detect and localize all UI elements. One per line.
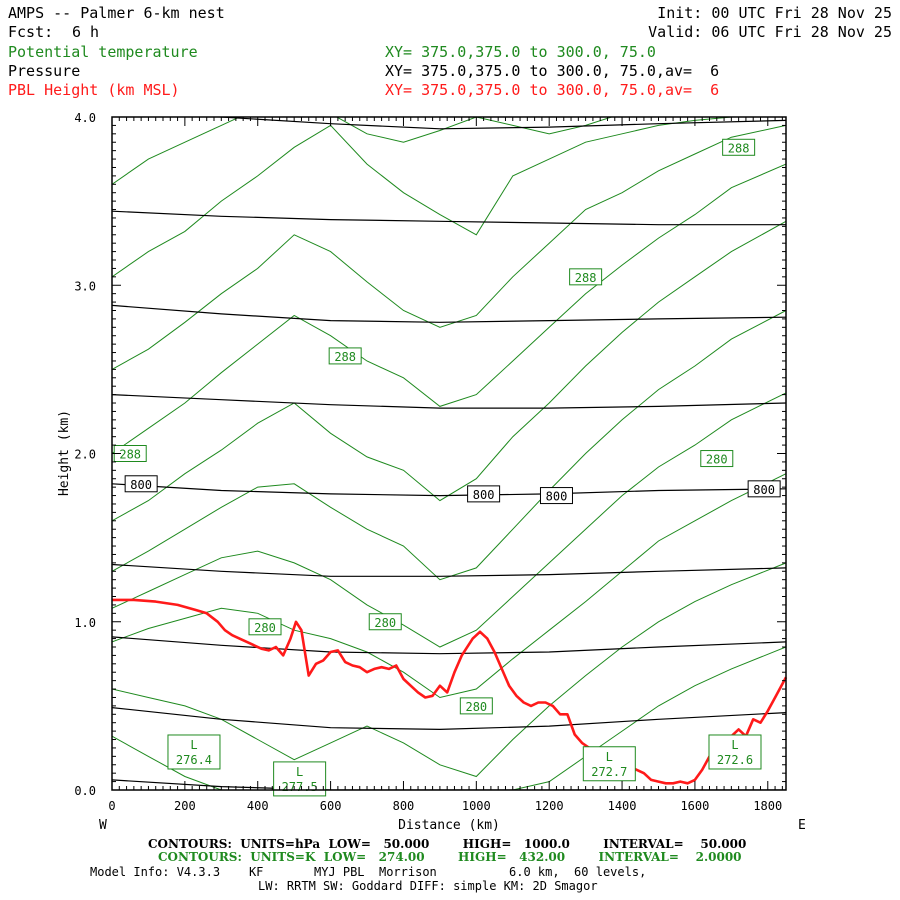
theta-contour-label-box [722,138,756,156]
theta-contour-label: 288 [575,271,597,285]
x-tick-label: 1000 [462,799,491,813]
x-tick-label: 400 [247,799,269,813]
footer-contours-pressure: CONTOURS: UNITS=hPa LOW= 50.000 HIGH= 10… [148,837,747,851]
east-label: E [798,818,806,833]
theta-contour-label: 280 [254,621,276,635]
pressure-contour-label-box [747,480,781,498]
forecast-value: 6 h [72,23,100,41]
y-tick-label: 4.0 [74,111,96,125]
theta-contour-line [112,646,786,790]
theta-contour-label: 280 [374,616,396,630]
low-marker-box [167,734,221,770]
low-marker-letter: L [190,738,197,752]
pressure-contour-line [112,636,786,655]
theta-contour-label: 288 [119,448,141,462]
y-axis-label: Height (km) [57,410,72,496]
x-tick-label: 800 [393,799,415,813]
x-tick-label: 1600 [680,799,709,813]
pressure-contour-label-box [467,485,501,503]
theta-contour-label: 288 [728,141,750,155]
theta-contour-line [112,67,786,109]
low-marker-value: 272.6 [717,753,753,767]
x-tick-label: 1200 [535,799,564,813]
low-marker-value: 276.4 [176,753,212,767]
low-marker-value: 272.7 [591,765,627,779]
theta-contour-label-box [700,450,734,468]
y-tick-label: 1.0 [74,616,96,630]
y-tick-label: 3.0 [74,279,96,293]
pressure-contour-label: 800 [473,488,495,502]
field-xy-pressure: XY= 375.0,375.0 to 300.0, 75.0,av= 6 [385,62,720,80]
pressure-contour-line [112,304,786,323]
forecast-label: Fcst: [8,23,54,41]
footer-model-info: Model Info: V4.3.3 KF MYJ PBL Morrison 6… [90,865,647,879]
pressure-contour-label-box [539,487,573,505]
west-label: W [99,818,107,833]
pressure-contour-line [112,563,786,577]
axes-layer: 0 200 400 600 800 1000 1200 1400 1600 1800 0.0 1.0 2… [74,111,786,813]
field-name-theta: Potential temperature [8,43,198,61]
theta-contour-label-box [248,618,282,636]
init-time: Init: 00 UTC Fri 28 Nov 25 [657,4,892,22]
low-marker-box [582,746,636,782]
theta-contour-label: 280 [706,453,728,467]
pbl-height-line [112,598,788,785]
theta-contour-line [112,124,786,370]
pressure-contour-label: 800 [130,478,152,492]
footer-contours-theta: CONTOURS: UNITS=K LOW= 274.00 HIGH= 432.… [158,850,742,864]
x-tick-label: 1400 [608,799,637,813]
valid-time: Valid: 06 UTC Fri 28 Nov 25 [648,23,892,41]
theta-contour-label-box [569,268,603,286]
field-xy-theta: XY= 375.0,375.0 to 300.0, 75.0 [385,43,656,61]
x-tick-label: 200 [174,799,196,813]
pressure-contour-line [112,483,786,497]
x-tick-label: 0 [108,799,115,813]
y-tick-label: 0.0 [74,784,96,798]
low-marker-box [708,734,762,770]
theta-contour-line [112,392,786,648]
theta-contour-line [112,117,740,278]
theta-contour-line [112,117,614,185]
theta-contour-line [112,163,786,454]
pressure-contour-label: 800 [546,490,568,504]
y-tick-label: 2.0 [74,448,96,462]
theta-contour-label-box [368,613,402,631]
x-tick-label: 600 [320,799,342,813]
theta-contour-line [112,473,786,699]
chart-title: AMPS -- Palmer 6-km nest [8,4,225,22]
low-marker-letter: L [731,738,738,752]
theta-contour-label: 288 [334,350,356,364]
pressure-contour-label: 800 [753,483,775,497]
theta-contour-line [112,220,786,522]
theta-contour-label-box [328,347,362,365]
field-name-pbl: PBL Height (km MSL) [8,81,180,99]
low-marker-letter: L [606,750,613,764]
theta-contours-layer [112,67,786,790]
theta-contour-label-box [459,697,493,715]
footer-model-info-2: LW: RRTM SW: Goddard DIFF: simple KM: 2D… [258,879,598,893]
x-tick-label: 1800 [753,799,782,813]
pressure-contour-line [112,210,786,226]
pressure-contour-label-box [124,475,158,493]
pressure-contour-line [112,394,786,409]
pressure-contour-line [112,707,786,731]
theta-contour-line [112,310,786,581]
theta-contour-label: 280 [465,700,487,714]
low-marker-letter: L [296,765,303,779]
field-name-pressure: Pressure [8,62,81,80]
x-axis-label: Distance (km) [398,818,500,833]
field-xy-pbl: XY= 375.0,375.0 to 300.0, 75.0,av= 6 [385,81,720,99]
pressure-contour-line [211,117,786,130]
pbl-height-layer [112,598,788,785]
